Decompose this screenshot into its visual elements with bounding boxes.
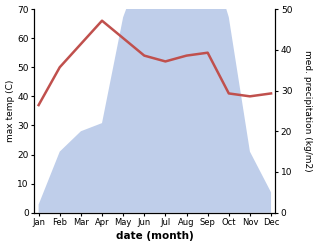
Y-axis label: med. precipitation (kg/m2): med. precipitation (kg/m2) bbox=[303, 50, 313, 172]
X-axis label: date (month): date (month) bbox=[116, 231, 194, 242]
Y-axis label: max temp (C): max temp (C) bbox=[5, 80, 15, 142]
